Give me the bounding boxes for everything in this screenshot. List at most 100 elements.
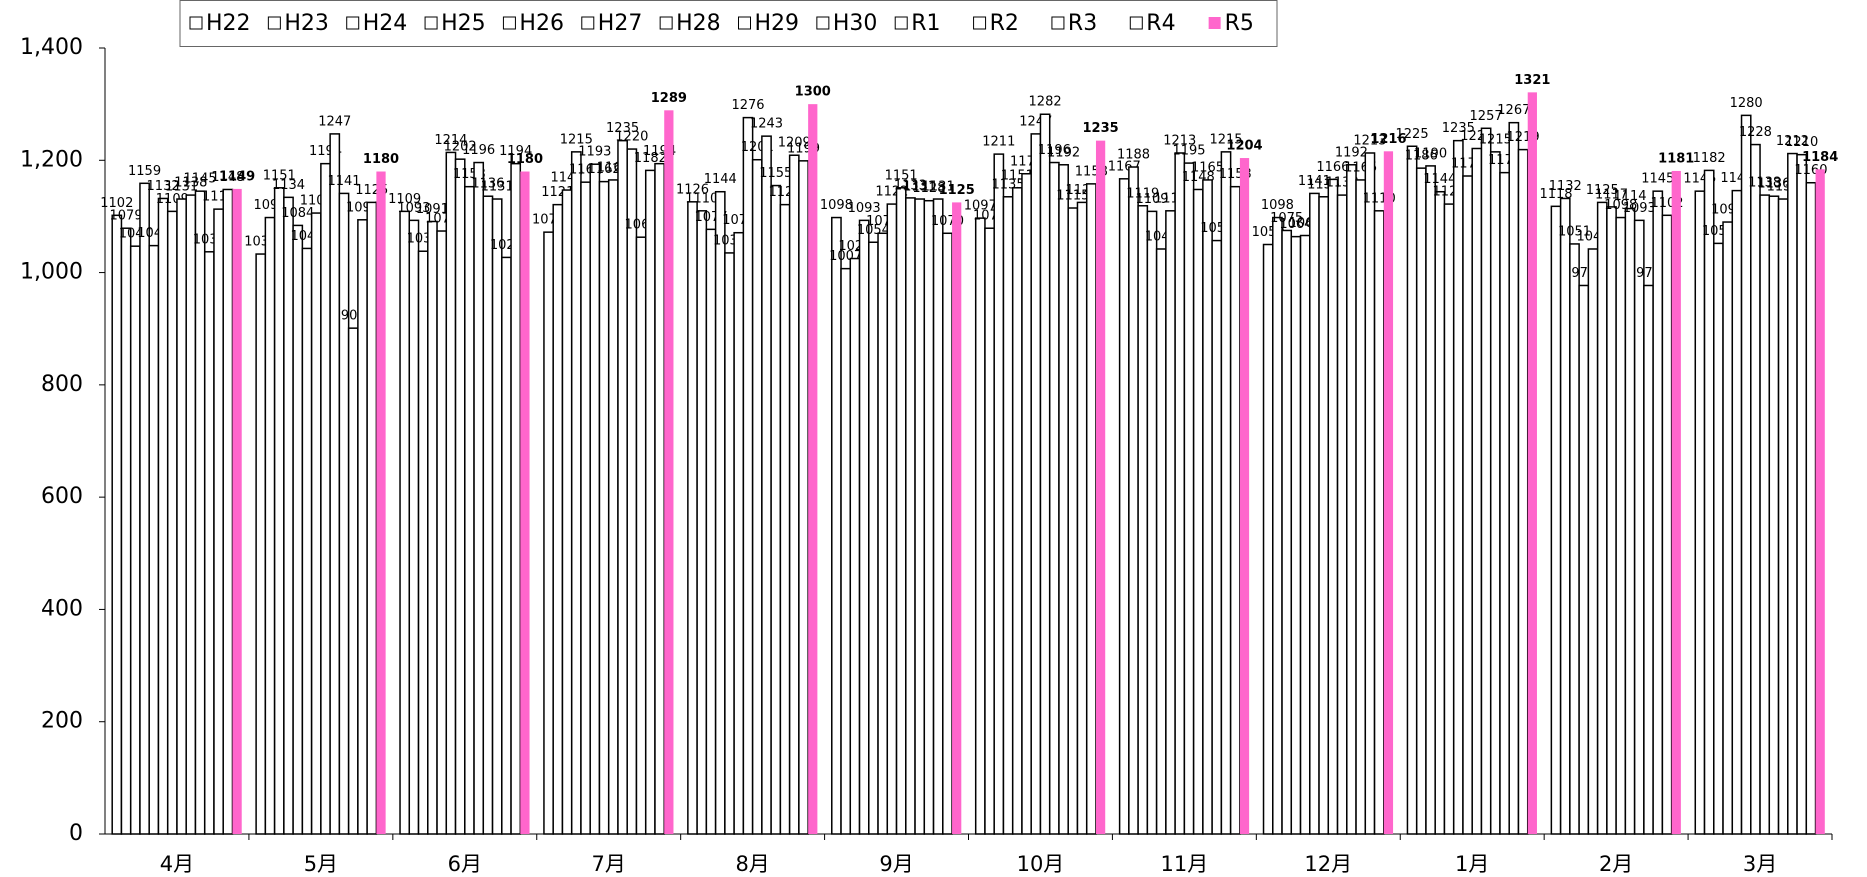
bar xyxy=(1011,187,1023,835)
bar xyxy=(301,247,313,835)
bar xyxy=(1002,196,1014,835)
value-label: 1215 xyxy=(560,132,593,147)
x-tick-label: 6月 xyxy=(448,852,482,876)
bar xyxy=(751,158,763,835)
value-label: 1126 xyxy=(676,182,709,197)
value-label: 1166 xyxy=(1316,160,1349,175)
value-label: 1134 xyxy=(272,178,305,193)
bar xyxy=(166,210,178,835)
value-label: 1215 xyxy=(1479,132,1512,147)
bar xyxy=(868,241,879,835)
legend-marker xyxy=(1051,16,1065,30)
bar xyxy=(232,188,242,834)
legend-label: H23 xyxy=(284,11,329,36)
bar xyxy=(617,139,628,835)
bar xyxy=(283,196,294,835)
bar xyxy=(1434,190,1446,835)
x-tick-label: 12月 xyxy=(1304,852,1352,876)
value-label: 1109 xyxy=(388,192,421,207)
bar xyxy=(687,201,698,835)
bar xyxy=(1550,205,1562,835)
y-tick-label: 0 xyxy=(69,821,83,846)
bar xyxy=(1425,165,1436,835)
value-label: 1151 xyxy=(885,168,918,183)
bar xyxy=(1471,147,1483,835)
value-label: 1186 xyxy=(1405,149,1438,164)
bar xyxy=(1606,206,1617,835)
bar xyxy=(770,184,782,835)
x-tick-label: 7月 xyxy=(592,852,626,876)
value-label: 1133 xyxy=(894,178,927,193)
value-label: 1155 xyxy=(759,166,792,181)
bar xyxy=(366,201,378,835)
value-label: 1280 xyxy=(1730,96,1763,111)
bar xyxy=(436,230,448,835)
bar xyxy=(1731,189,1743,835)
bar xyxy=(942,232,953,835)
x-tick-label: 1月 xyxy=(1455,852,1489,876)
value-label: 1182 xyxy=(1693,151,1726,166)
bar xyxy=(798,160,809,835)
bar xyxy=(1281,229,1293,835)
bar xyxy=(1805,181,1817,835)
bar xyxy=(1373,210,1385,835)
bar xyxy=(1192,188,1204,835)
value-label: 1257 xyxy=(1470,109,1503,124)
bar xyxy=(1318,196,1330,835)
value-label: 1213 xyxy=(1353,133,1386,148)
value-label: 1102 xyxy=(100,196,133,211)
value-label: 1148 xyxy=(211,170,244,185)
legend-marker xyxy=(346,16,360,30)
bar xyxy=(1239,158,1250,835)
value-label: 1180 xyxy=(363,152,399,167)
bar xyxy=(176,198,187,835)
value-label: 1165 xyxy=(1191,160,1224,175)
bar xyxy=(886,203,898,835)
bar xyxy=(1383,151,1394,834)
bar xyxy=(129,245,141,835)
value-label: 1051 xyxy=(1558,224,1591,239)
bar xyxy=(570,151,582,835)
value-label: 1131 xyxy=(903,180,936,195)
value-label: 1091 xyxy=(416,202,449,217)
legend-marker xyxy=(1129,16,1143,30)
bar xyxy=(607,179,619,835)
value-label: 1144 xyxy=(1423,172,1456,187)
bar xyxy=(543,231,554,835)
bar xyxy=(1703,169,1715,835)
legend-marker xyxy=(816,16,830,30)
bar xyxy=(1796,153,1808,835)
y-tick-label: 1,400 xyxy=(20,35,83,60)
legend-marker xyxy=(894,16,908,30)
value-label: 1125 xyxy=(939,183,975,198)
value-label: 1190 xyxy=(1414,146,1447,161)
bar xyxy=(1309,192,1320,835)
bar xyxy=(1787,152,1798,835)
bar xyxy=(654,162,665,835)
value-label: 1138 xyxy=(1748,176,1781,191)
value-label: 1300 xyxy=(795,85,831,100)
bar xyxy=(1048,161,1060,835)
bar xyxy=(1076,201,1088,835)
bar xyxy=(1615,216,1627,835)
bar xyxy=(905,197,916,835)
bar xyxy=(1661,214,1673,835)
bar xyxy=(858,219,870,835)
value-label: 1145 xyxy=(184,172,217,187)
legend-marker xyxy=(1208,17,1221,29)
bar xyxy=(417,250,429,835)
value-label: 1075 xyxy=(1270,211,1303,226)
value-label: 1132 xyxy=(1549,179,1582,194)
legend-marker xyxy=(502,16,516,30)
bar xyxy=(1443,203,1455,835)
value-label: 1243 xyxy=(750,117,783,132)
bar xyxy=(1694,190,1706,835)
bar xyxy=(974,217,986,835)
bar xyxy=(255,253,267,835)
value-label: 1220 xyxy=(615,130,648,145)
bar xyxy=(705,228,717,835)
bar xyxy=(408,219,420,835)
value-label: 1214 xyxy=(434,133,467,148)
value-label: 1136 xyxy=(1757,177,1790,192)
bar xyxy=(1569,243,1580,835)
